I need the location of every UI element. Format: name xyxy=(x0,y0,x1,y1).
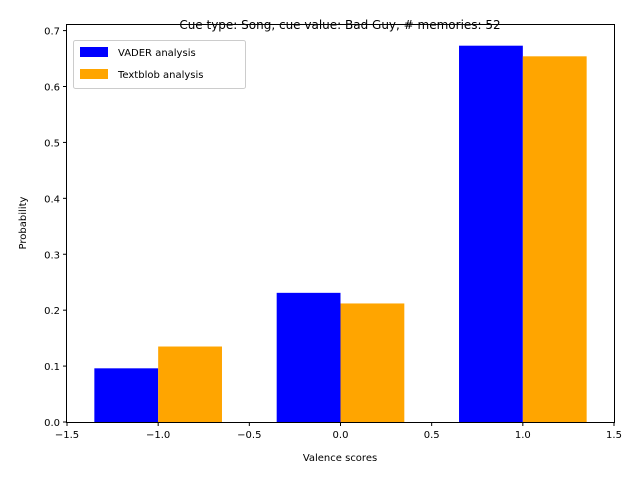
legend-swatch-vader xyxy=(80,47,108,57)
x-tick-label: 1.5 xyxy=(606,430,622,441)
legend-label-textblob: Textblob analysis xyxy=(117,70,203,81)
bar-textblob-2 xyxy=(522,56,587,422)
y-tick-label: 0.2 xyxy=(44,306,60,317)
bar-vader-1 xyxy=(276,292,341,422)
x-tick-label: 0.5 xyxy=(424,430,440,441)
y-tick-label: 0.7 xyxy=(44,27,60,38)
legend-box xyxy=(73,40,246,89)
x-tick-label: −0.5 xyxy=(237,430,261,441)
bar-vader-0 xyxy=(94,368,159,422)
x-tick-label: 1.0 xyxy=(515,430,531,441)
bars-group xyxy=(94,45,587,423)
bar-vader-2 xyxy=(459,45,523,423)
x-axis-label: Valence scores xyxy=(303,453,377,464)
y-tick-label: 0.6 xyxy=(44,83,60,94)
y-tick-label: 0.4 xyxy=(44,194,60,205)
y-tick-label: 0.1 xyxy=(44,362,60,373)
x-axis: −1.5 −1.0 −0.5 0.0 0.5 1.0 1.5 xyxy=(55,422,622,441)
bar-textblob-1 xyxy=(340,303,405,422)
y-tick-label: 0.5 xyxy=(44,138,60,149)
x-tick-label: 0.0 xyxy=(333,430,349,441)
legend: VADER analysis Textblob analysis xyxy=(73,40,246,89)
legend-label-vader: VADER analysis xyxy=(118,48,196,59)
bar-textblob-0 xyxy=(158,346,222,422)
x-tick-label: −1.5 xyxy=(55,430,79,441)
y-axis-label: Probability xyxy=(18,196,29,249)
y-axis: 0.0 0.1 0.2 0.3 0.4 0.5 0.6 0.7 xyxy=(44,27,67,429)
legend-swatch-textblob xyxy=(80,69,108,79)
y-tick-label: 0.3 xyxy=(44,250,60,261)
y-tick-label: 0.0 xyxy=(44,418,60,429)
x-tick-label: −1.0 xyxy=(146,430,170,441)
